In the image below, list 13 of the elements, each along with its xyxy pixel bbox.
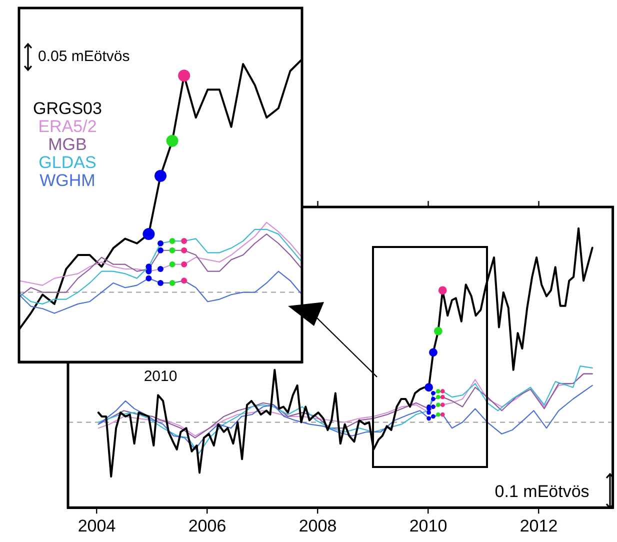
text: GRGS03 <box>33 99 102 118</box>
text: WGHM <box>38 171 96 190</box>
x-tick-label: 2012 <box>520 516 558 536</box>
text: MGB <box>47 135 88 154</box>
x-tick-label: 2010 <box>409 516 448 536</box>
text: GLDAS <box>38 153 98 172</box>
x-tick-label: 2008 <box>298 516 337 536</box>
x-tick-label: 2006 <box>188 516 226 536</box>
x-tick-label: 2004 <box>78 516 116 536</box>
text: ERA5/2 <box>37 117 98 136</box>
annotation: 0.05 mEötvös <box>38 48 130 65</box>
annotation: 2010 <box>144 368 178 385</box>
text: 0.1 mEötvös <box>494 482 590 502</box>
